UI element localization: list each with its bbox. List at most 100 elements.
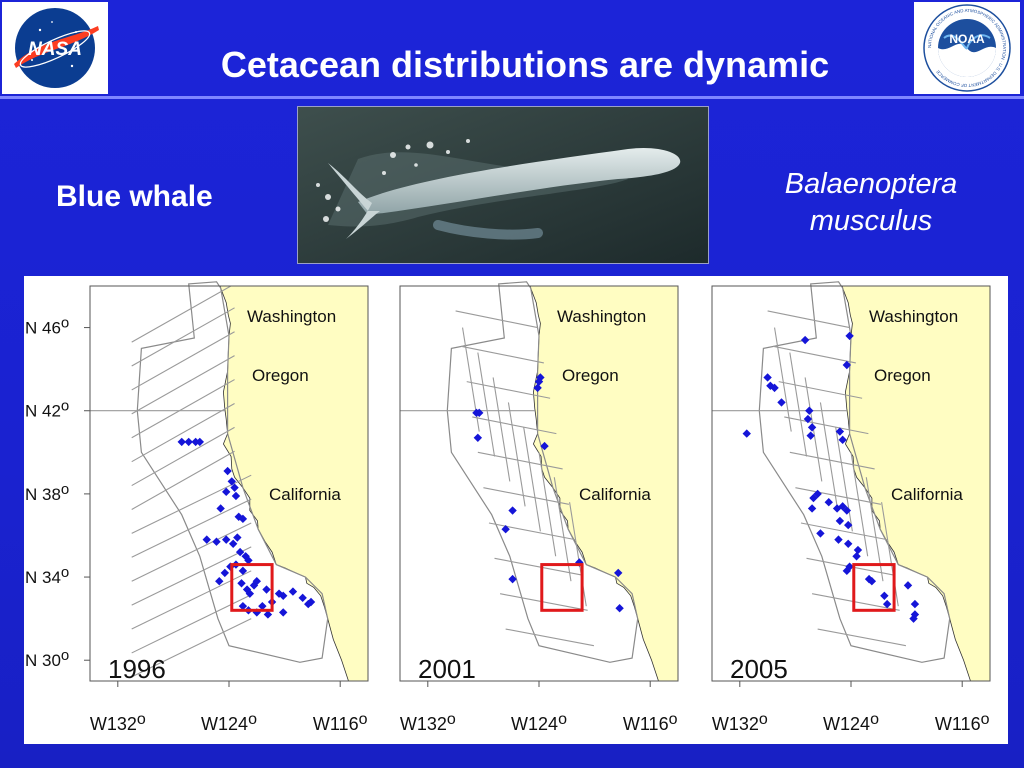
y-tick-label: N 30o — [25, 647, 69, 670]
sighting-marker — [763, 373, 772, 382]
slide-title: Cetacean distributions are dynamic — [220, 44, 830, 85]
sighting-marker — [475, 408, 484, 418]
sighting-marker — [806, 431, 815, 440]
sighting-marker — [835, 516, 845, 526]
sighting-marker — [304, 599, 313, 609]
sighting-marker — [864, 574, 874, 584]
y-tick-label: N 38o — [25, 481, 69, 504]
scientific-name-species: musculus — [809, 205, 933, 237]
study-area-outline — [136, 281, 329, 663]
sighting-marker — [803, 414, 813, 424]
sighting-marker — [245, 589, 255, 598]
transect-lines — [90, 286, 252, 678]
region-label-california: California — [891, 485, 963, 504]
sighting-marker — [835, 427, 845, 436]
study-area-outline — [758, 281, 951, 663]
study-box — [540, 563, 584, 612]
sighting-marker — [274, 589, 284, 598]
x-tick-label: W116o — [623, 711, 678, 734]
region-label-washington: Washington — [247, 307, 336, 326]
study-area-outline — [446, 281, 639, 663]
region-label-california: California — [579, 485, 651, 504]
sighting-marker — [853, 545, 863, 555]
sighting-marker — [777, 398, 786, 407]
sighting-marker — [216, 504, 225, 513]
x-tick-label: W132o — [712, 711, 768, 734]
sighting-marker — [809, 493, 818, 503]
sighting-marker — [222, 487, 231, 497]
x-tick-label: W132o — [400, 711, 456, 734]
sighting-marker — [279, 591, 288, 600]
sighting-marker — [824, 498, 833, 507]
y-tick-label: N 42o — [25, 398, 69, 421]
sighting-marker — [832, 504, 842, 513]
region-label-oregon: Oregon — [562, 366, 619, 385]
sighting-marker — [473, 433, 483, 442]
region-label-california: California — [269, 485, 341, 504]
scientific-name-genus: Balaenoptera — [784, 168, 958, 200]
map-panel-2001: W132o W124o W116o Washington Oregon Californi… — [399, 281, 679, 734]
map-panel-1996: W132o W124o W116o N 46o N 42o N 38o N 34o N 30o… — [25, 281, 369, 734]
sighting-marker — [903, 581, 913, 590]
year-label: 2005 — [730, 654, 788, 684]
sighting-marker — [800, 335, 810, 345]
x-tick-label: W124o — [511, 711, 567, 734]
region-label-oregon: Oregon — [874, 366, 931, 385]
x-tick-label: W124o — [201, 711, 257, 734]
sighting-marker — [816, 529, 825, 538]
scientific-name-label: Balaenoptera musculus — [740, 166, 1002, 240]
region-label-oregon: Oregon — [252, 366, 309, 385]
sighting-marker — [834, 535, 843, 544]
map-panel-2005: W132o W124o W116o Washington Oregon Californi… — [711, 281, 991, 734]
x-tick-label: W116o — [935, 711, 990, 734]
sighting-marker — [222, 535, 231, 544]
noaa-wordmark: NOAA — [949, 32, 985, 46]
sighting-marker — [845, 331, 854, 341]
sighting-marker — [533, 383, 542, 393]
header-rule — [0, 96, 1024, 99]
sighting-marker — [880, 591, 889, 600]
whale-tail — [328, 163, 380, 239]
sighting-marker — [805, 406, 814, 415]
region-label-washington: Washington — [557, 307, 646, 326]
study-box — [852, 563, 896, 612]
year-label: 1996 — [108, 654, 166, 684]
x-tick-label: W132o — [90, 711, 146, 734]
sighting-marker — [852, 552, 861, 561]
x-tick-label: W124o — [823, 711, 879, 734]
sighting-marker — [231, 491, 241, 501]
sighting-marker — [909, 614, 918, 623]
nasa-wordmark: NASA — [28, 39, 82, 60]
whale-body — [358, 147, 681, 215]
sighting-marker — [842, 506, 852, 515]
sighting-marker — [807, 423, 817, 432]
y-tick-label: N 34o — [25, 564, 69, 587]
sighting-marker — [842, 566, 852, 576]
sighting-marker — [807, 504, 817, 513]
y-tick-label: N 46o — [25, 315, 69, 338]
vector-swoosh-icon — [14, 26, 99, 68]
nasa-logo: NASA — [2, 2, 108, 94]
sighting-marker — [244, 556, 253, 565]
x-tick-label: W116o — [313, 711, 368, 734]
common-name-label: Blue whale — [56, 180, 213, 213]
sighting-marker — [615, 604, 624, 613]
region-label-washington: Washington — [869, 307, 958, 326]
study-box — [230, 563, 274, 612]
sighting-marker — [534, 377, 544, 386]
sighting-marker — [508, 574, 517, 584]
sighting-marker — [202, 535, 211, 544]
sighting-marker — [223, 466, 232, 476]
sighting-marker — [770, 383, 779, 393]
sighting-maps-figure: W132o W124o W116o N 46o N 42o N 38o N 34o N 30o… — [24, 276, 1008, 744]
sighting-marker — [742, 429, 751, 438]
sighting-marker — [575, 558, 584, 567]
blue-whale-photo — [297, 106, 709, 264]
sighting-marker — [230, 483, 239, 492]
sighting-marker — [540, 441, 549, 451]
sighting-marker — [838, 435, 847, 445]
sighting-marker — [842, 360, 852, 370]
sighting-marker — [838, 502, 847, 511]
noaa-logo: NATIONAL OCEANIC AND ATMOSPHERIC ADMINIS… — [914, 2, 1020, 94]
sighting-marker — [233, 533, 242, 542]
